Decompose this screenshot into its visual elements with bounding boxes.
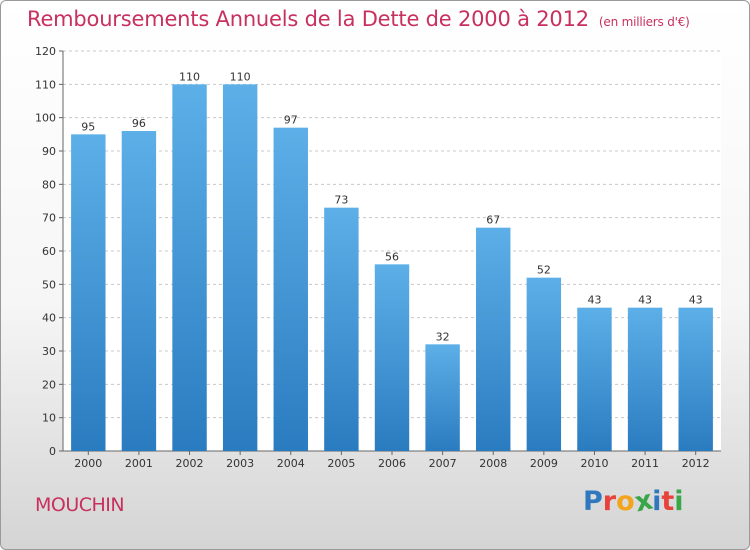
x-tick-label: 2010	[580, 457, 608, 470]
y-tick-label: 10	[42, 412, 56, 425]
city-name: MOUCHIN	[35, 494, 125, 516]
y-tick-label: 30	[42, 345, 56, 358]
bar-value-label: 96	[132, 117, 146, 130]
chart-title: Remboursements Annuels de la Dette de 20…	[27, 7, 690, 31]
bar	[627, 307, 663, 451]
bar-value-label: 73	[334, 194, 348, 207]
y-tick-label: 0	[49, 445, 56, 458]
bar	[678, 307, 713, 451]
y-tick-label: 20	[42, 378, 56, 391]
x-tick-label: 2007	[429, 457, 457, 470]
bar-value-label: 32	[436, 330, 450, 343]
bar	[374, 264, 410, 451]
bar-value-label: 67	[486, 214, 500, 227]
bar-value-label: 43	[587, 294, 601, 307]
bar	[425, 344, 460, 451]
y-tick-label: 100	[35, 112, 56, 125]
bar	[577, 307, 612, 451]
x-tick-label: 2005	[327, 457, 355, 470]
bar	[172, 84, 207, 451]
y-tick-label: 50	[42, 278, 56, 291]
bar	[71, 134, 106, 452]
x-tick-label: 2008	[479, 457, 507, 470]
bar	[526, 277, 562, 451]
bar-value-label: 43	[638, 294, 652, 307]
bar	[476, 227, 511, 451]
bar-value-label: 43	[689, 294, 703, 307]
bar-value-label: 97	[284, 114, 298, 127]
proxiti-logo: Proxiti	[583, 485, 684, 519]
bar-value-label: 52	[537, 264, 551, 277]
x-tick-label: 2001	[125, 457, 153, 470]
x-tick-label: 2000	[74, 457, 102, 470]
x-tick-label: 2009	[530, 457, 558, 470]
x-tick-label: 2011	[631, 457, 659, 470]
logo-letter: P	[583, 486, 603, 517]
logo-letter: o	[616, 486, 635, 517]
x-tick-label: 2002	[176, 457, 204, 470]
x-tick-label: 2012	[682, 457, 710, 470]
logo-letter: t	[661, 486, 675, 517]
y-tick-label: 40	[42, 312, 56, 325]
y-tick-label: 80	[42, 178, 56, 191]
x-tick-label: 2004	[277, 457, 305, 470]
bar	[121, 131, 157, 451]
chart-subtitle: (en milliers d'€)	[598, 15, 690, 29]
x-tick-label: 2003	[226, 457, 254, 470]
y-tick-label: 60	[42, 245, 56, 258]
bar-value-label: 95	[81, 120, 95, 133]
bar-value-label: 110	[179, 70, 200, 83]
logo-letter: i	[674, 486, 684, 517]
bar	[324, 207, 359, 451]
y-tick-label: 110	[35, 78, 56, 91]
y-tick-label: 70	[42, 212, 56, 225]
y-tick-label: 90	[42, 145, 56, 158]
x-tick-label: 2006	[378, 457, 406, 470]
bar-value-label: 110	[230, 70, 251, 83]
chart-title-text: Remboursements Annuels de la Dette de 20…	[27, 7, 589, 31]
bar-value-label: 56	[385, 250, 399, 263]
bar	[273, 127, 308, 452]
logo-letter: i	[652, 486, 662, 517]
logo-letter: r	[602, 486, 617, 517]
bar	[222, 84, 258, 451]
y-tick-label: 120	[35, 45, 56, 58]
